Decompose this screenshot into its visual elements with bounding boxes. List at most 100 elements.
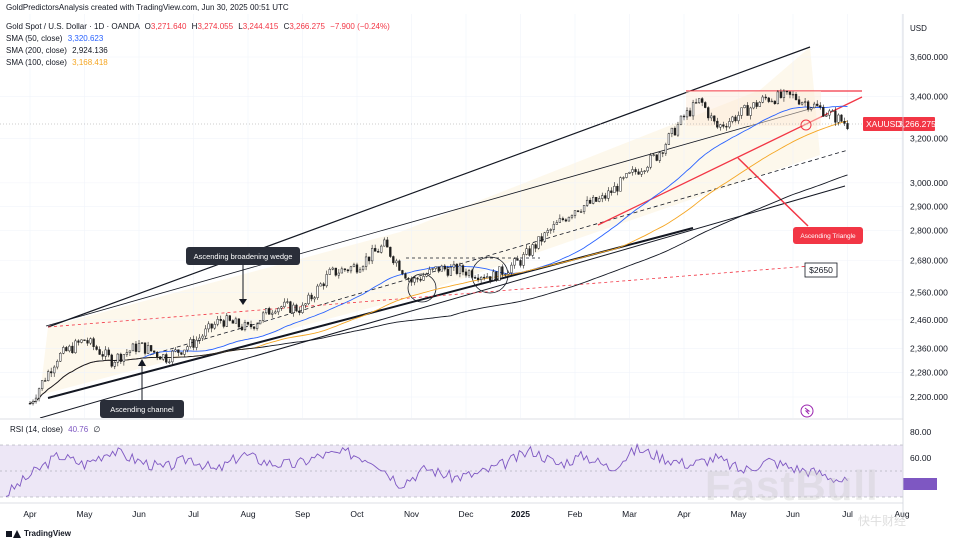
candle: [761, 94, 764, 104]
candle: [183, 349, 186, 357]
time-tick-label: Jun: [786, 509, 800, 519]
time-tick-label: Jun: [132, 509, 146, 519]
price-axis[interactable]: 3,600.000 3,400.000 3,200.000 3,000.000 2,90…: [910, 52, 948, 402]
circle-marker-1: [407, 273, 437, 303]
alert-icon[interactable]: [800, 404, 814, 418]
tradingview-logo-icon: [6, 529, 21, 538]
time-tick-label: Oct: [350, 509, 364, 519]
candle: [794, 92, 798, 101]
annotation-triangle-text: Ascending Triangle: [800, 233, 856, 240]
candle: [271, 310, 274, 318]
candle: [731, 115, 734, 124]
candle: [53, 365, 56, 377]
candle: [213, 321, 216, 330]
candle: [579, 209, 583, 213]
candle: [95, 344, 98, 351]
sma50-legend[interactable]: SMA (50, close) 3,320.623: [6, 34, 103, 43]
candle: [240, 323, 244, 332]
candle: [37, 387, 41, 402]
candle: [122, 354, 126, 366]
candle: [495, 271, 498, 282]
last-price-value: 3,266.275: [898, 119, 936, 129]
candle: [265, 307, 268, 315]
time-tick-label: Apr: [677, 509, 690, 519]
annotation-2650-text: $2650: [809, 265, 833, 275]
tradingview-brand[interactable]: TradingView: [6, 529, 71, 538]
candle: [92, 336, 95, 351]
candle: [710, 112, 713, 121]
ohlc-low-label: L: [238, 22, 243, 31]
candle: [101, 351, 104, 360]
candle: [268, 306, 271, 315]
candle: [640, 168, 643, 178]
annotation-channel[interactable]: Ascending channel: [100, 359, 184, 418]
annotation-triangle[interactable]: Ascending Triangle: [793, 227, 863, 244]
sma100-legend[interactable]: SMA (100, close) 3,168.418: [6, 58, 108, 67]
candle: [755, 100, 758, 109]
candle: [74, 338, 77, 354]
time-tick-label: Jul: [188, 509, 199, 519]
ohlc-close: 3,266.275: [289, 22, 325, 31]
time-tick-label: Jul: [842, 509, 853, 519]
candle: [437, 266, 440, 274]
candle: [516, 255, 519, 261]
annotation-2650[interactable]: $2650: [804, 262, 838, 278]
sma200-legend[interactable]: SMA (200, close) 2,924.136: [6, 46, 108, 55]
candle: [440, 264, 443, 272]
candle: [374, 244, 377, 252]
candle: [295, 303, 298, 313]
rsi-line: [5, 442, 848, 497]
candle: [734, 114, 737, 123]
candle: [343, 268, 347, 272]
rsi-value-tag: [903, 478, 937, 490]
candle: [425, 272, 428, 278]
candle: [776, 90, 780, 105]
time-axis[interactable]: Apr May Jun Jul Aug Sep Oct Nov Dec 2025 Feb Mar Apr…: [23, 509, 909, 519]
rsi-legend[interactable]: RSI (14, close) 40.76 ∅: [10, 425, 100, 434]
watermark-cn: 快牛财经: [858, 514, 907, 528]
candle: [810, 107, 813, 112]
candle: [525, 244, 528, 256]
candle: [582, 205, 586, 215]
candle: [631, 166, 634, 176]
candle: [843, 117, 846, 126]
candle: [340, 266, 344, 274]
sma50-value: 3,320.623: [67, 34, 104, 43]
candle: [255, 322, 259, 331]
candle: [595, 196, 598, 203]
candle: [646, 165, 649, 173]
candle: [691, 99, 695, 120]
candle: [464, 268, 468, 278]
candle: [319, 282, 322, 287]
candle: [119, 352, 122, 364]
candle: [177, 349, 180, 357]
candle: [713, 115, 716, 125]
candle: [128, 350, 132, 356]
candle: [419, 276, 422, 283]
candle: [261, 310, 265, 323]
annotation-wedge[interactable]: Ascending broadening wedge: [186, 247, 300, 305]
candle: [622, 176, 625, 181]
candle: [555, 219, 558, 225]
candle: [137, 340, 141, 353]
candle: [407, 276, 410, 283]
candle: [146, 341, 150, 355]
candle: [604, 192, 607, 201]
candle: [110, 353, 113, 368]
candle: [743, 104, 746, 109]
candle: [98, 346, 101, 355]
candle: [816, 100, 819, 106]
candle: [552, 220, 555, 233]
candle: [461, 263, 465, 276]
candle: [274, 309, 277, 315]
time-tick-label: Dec: [458, 509, 474, 519]
candle: [746, 102, 749, 116]
time-tick-label: Aug: [240, 509, 255, 519]
rsi-value: 40.76: [68, 425, 89, 434]
candle: [455, 262, 459, 276]
candle: [501, 264, 504, 278]
candle: [549, 228, 552, 234]
candle: [168, 358, 171, 365]
candle: [258, 320, 262, 325]
